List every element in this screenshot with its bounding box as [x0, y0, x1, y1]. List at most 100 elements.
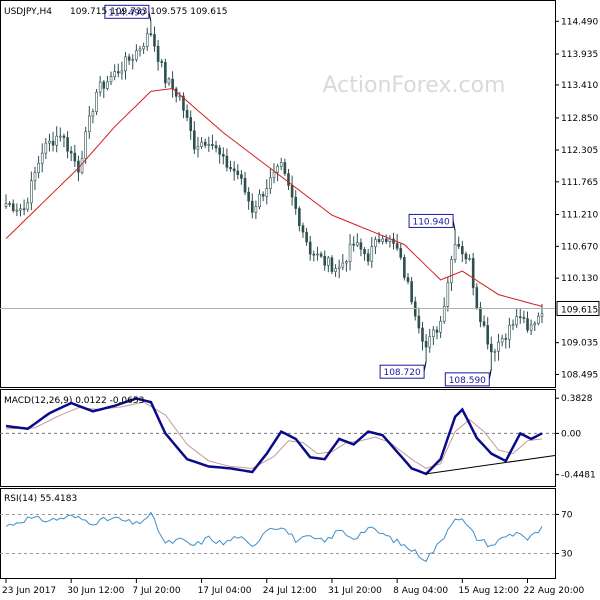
- candle-body: [69, 150, 73, 154]
- candle-body: [493, 350, 497, 353]
- candle-body: [403, 257, 406, 278]
- candle-body: [526, 318, 529, 331]
- candle-body: [341, 262, 345, 268]
- rsi-axis-tick-label: 30: [561, 550, 573, 560]
- macd-pane-frame: [0, 389, 556, 487]
- x-tick-label: 31 Jul 20:00: [328, 586, 382, 596]
- candle-body: [164, 62, 167, 84]
- candle-body: [508, 324, 511, 340]
- candle-body: [287, 173, 290, 186]
- candle-body: [384, 238, 388, 242]
- candle-body: [236, 170, 240, 175]
- candle-body: [471, 258, 475, 288]
- candle-body: [337, 266, 341, 269]
- candle-body: [145, 33, 149, 47]
- candle-body: [537, 315, 540, 324]
- candle-body: [323, 255, 327, 266]
- candle-body: [250, 200, 254, 213]
- candle-body: [377, 239, 381, 243]
- candle-body: [330, 257, 334, 272]
- candle-body: [40, 152, 44, 164]
- macd-axis-tick-label: 0.3828: [561, 394, 593, 404]
- candle-body: [211, 144, 214, 146]
- candle-body: [135, 50, 138, 60]
- price-annotation-label: 110.940: [412, 217, 449, 227]
- candle-body: [131, 59, 135, 61]
- candle-body: [370, 246, 374, 262]
- candle-body: [37, 162, 40, 174]
- candle-body: [196, 146, 200, 150]
- candle-body: [265, 188, 269, 197]
- candle-body: [149, 33, 153, 35]
- candle-body: [120, 70, 124, 74]
- price-axis-tick-label: 112.305: [561, 146, 598, 156]
- candle-body: [26, 202, 30, 210]
- candle-body: [221, 154, 225, 157]
- candle-body: [424, 341, 428, 348]
- candle-body: [185, 110, 189, 118]
- candle-body: [417, 315, 421, 329]
- candle-body: [44, 142, 48, 154]
- candle-body: [48, 140, 51, 144]
- candle-body: [435, 329, 439, 333]
- candle-body: [102, 81, 106, 89]
- candle-body: [279, 162, 283, 167]
- candle-body: [193, 130, 196, 150]
- candle-body: [15, 209, 19, 212]
- candle-body: [203, 141, 207, 146]
- candle-body: [182, 95, 185, 111]
- price-annotation-label: 108.720: [383, 368, 420, 378]
- price-pane-frame: [0, 0, 556, 388]
- candle-body: [540, 313, 544, 317]
- x-tick-label: 7 Jul 20:00: [132, 586, 181, 596]
- candle-body: [95, 91, 98, 112]
- candle-body: [207, 144, 211, 146]
- candle-body: [189, 117, 193, 131]
- x-tick-label: 8 Aug 04:00: [393, 586, 448, 596]
- price-axis-tick-label: 112.850: [561, 114, 598, 124]
- rsi-axis-tick-label: 70: [561, 510, 573, 520]
- current-price-value: 109.615: [561, 305, 598, 315]
- moving-average-line: [5, 87, 543, 307]
- candle-body: [124, 56, 127, 72]
- candle-body: [352, 243, 355, 246]
- candle-body: [529, 324, 533, 331]
- candle-body: [51, 140, 55, 146]
- candle-body: [334, 268, 337, 272]
- x-tick-label: 22 Aug 20:00: [524, 586, 585, 596]
- candle-body: [73, 152, 77, 162]
- candle-body: [87, 115, 91, 132]
- price-axis-tick-label: 114.490: [561, 17, 598, 27]
- candle-body: [489, 343, 493, 353]
- candle-body: [348, 243, 352, 262]
- candle-body: [392, 238, 395, 244]
- candle-body: [59, 135, 62, 138]
- candle-body: [200, 141, 203, 147]
- candle-body: [116, 71, 120, 74]
- candle-body: [453, 244, 457, 260]
- candle-body: [214, 145, 218, 149]
- candle-body: [261, 193, 265, 197]
- candle-body: [511, 324, 515, 327]
- candle-body: [8, 203, 11, 205]
- candle-body: [363, 249, 366, 255]
- candle-body: [254, 206, 258, 213]
- candle-body: [276, 166, 279, 173]
- rsi-line: [5, 511, 543, 563]
- candle-body: [428, 336, 432, 348]
- candle-body: [345, 261, 348, 264]
- candle-body: [84, 131, 87, 159]
- candle-body: [301, 225, 305, 233]
- candle-body: [366, 253, 370, 262]
- x-tick-label: 30 Jun 12:00: [67, 586, 124, 596]
- price-header-ohlc: 109.715 109.733 109.575 109.615: [70, 7, 227, 17]
- candle-body: [294, 196, 298, 209]
- candle-body: [55, 135, 59, 146]
- price-header-symbol: USDJPY,H4: [4, 7, 52, 17]
- candle-body: [413, 301, 417, 317]
- x-tick-label: 17 Jul 04:00: [198, 586, 252, 596]
- candle-body: [258, 193, 261, 208]
- current-price-tag: [556, 300, 600, 316]
- candle-body: [468, 258, 471, 260]
- rsi-title: RSI(14) 55.4183: [4, 494, 77, 504]
